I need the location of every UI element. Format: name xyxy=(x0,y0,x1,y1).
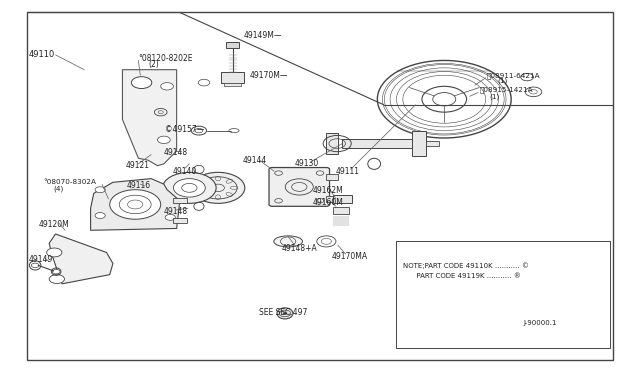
Bar xyxy=(227,42,239,48)
Bar xyxy=(221,72,244,83)
Text: ©49157—: ©49157— xyxy=(164,125,204,134)
Text: Ⓜ08915-1421A: Ⓜ08915-1421A xyxy=(479,87,533,93)
Bar xyxy=(173,218,188,223)
Text: 49162M: 49162M xyxy=(312,186,343,195)
Circle shape xyxy=(165,214,175,220)
Text: °08120-8202E: °08120-8202E xyxy=(138,54,193,63)
Circle shape xyxy=(173,179,205,197)
Bar xyxy=(426,141,439,147)
Circle shape xyxy=(161,83,173,90)
Circle shape xyxy=(47,248,62,257)
Circle shape xyxy=(31,263,39,267)
Text: (4): (4) xyxy=(54,185,64,192)
Bar xyxy=(326,133,338,154)
Text: Ⓞ08911-6421A: Ⓞ08911-6421A xyxy=(487,72,541,78)
Text: 49121: 49121 xyxy=(125,161,150,170)
Bar xyxy=(173,198,188,203)
Ellipse shape xyxy=(274,236,303,247)
Text: PART CODE 49119K ........... ®: PART CODE 49119K ........... ® xyxy=(403,273,521,279)
Bar xyxy=(396,241,610,349)
Text: SEE SEC.497: SEE SEC.497 xyxy=(259,308,307,317)
Bar xyxy=(333,207,349,214)
Circle shape xyxy=(49,275,65,283)
Text: 49170MA: 49170MA xyxy=(332,251,367,261)
Text: (1): (1) xyxy=(490,93,500,100)
Text: 49120M: 49120M xyxy=(38,220,69,229)
Circle shape xyxy=(95,187,105,193)
Text: (1): (1) xyxy=(497,77,508,84)
Text: 49170M—: 49170M— xyxy=(250,71,289,80)
Bar xyxy=(326,196,338,202)
Text: 49160M: 49160M xyxy=(312,198,343,207)
Text: 49110: 49110 xyxy=(29,51,55,60)
Circle shape xyxy=(131,77,152,89)
Bar xyxy=(333,195,352,203)
Text: 49140: 49140 xyxy=(172,167,196,176)
Text: 49111: 49111 xyxy=(336,167,360,176)
Circle shape xyxy=(109,190,161,219)
Text: 49148: 49148 xyxy=(163,207,188,217)
Bar xyxy=(225,83,241,86)
Circle shape xyxy=(157,136,170,144)
Text: 49144: 49144 xyxy=(243,155,266,165)
Polygon shape xyxy=(122,70,177,166)
FancyBboxPatch shape xyxy=(269,167,330,206)
Circle shape xyxy=(283,312,287,314)
Text: NOTE;PART CODE 49110K ........... ©: NOTE;PART CODE 49110K ........... © xyxy=(403,262,529,269)
Text: 49148+A: 49148+A xyxy=(282,244,317,253)
Polygon shape xyxy=(91,179,180,230)
Circle shape xyxy=(95,212,105,218)
Text: J-90000.1: J-90000.1 xyxy=(524,320,557,326)
Circle shape xyxy=(52,269,60,274)
Text: °08070-8302A: °08070-8302A xyxy=(43,179,96,185)
Text: 49130: 49130 xyxy=(294,159,319,169)
Text: 49149M—: 49149M— xyxy=(244,31,282,40)
Bar xyxy=(326,174,338,180)
Circle shape xyxy=(163,172,216,203)
Text: 49148: 49148 xyxy=(163,148,188,157)
Text: (2): (2) xyxy=(148,60,159,70)
Ellipse shape xyxy=(277,308,293,319)
Circle shape xyxy=(191,172,245,203)
Bar xyxy=(342,140,422,148)
Text: 49116: 49116 xyxy=(126,182,150,190)
Text: 49149: 49149 xyxy=(28,255,52,264)
Bar xyxy=(412,131,426,157)
Polygon shape xyxy=(49,234,113,284)
